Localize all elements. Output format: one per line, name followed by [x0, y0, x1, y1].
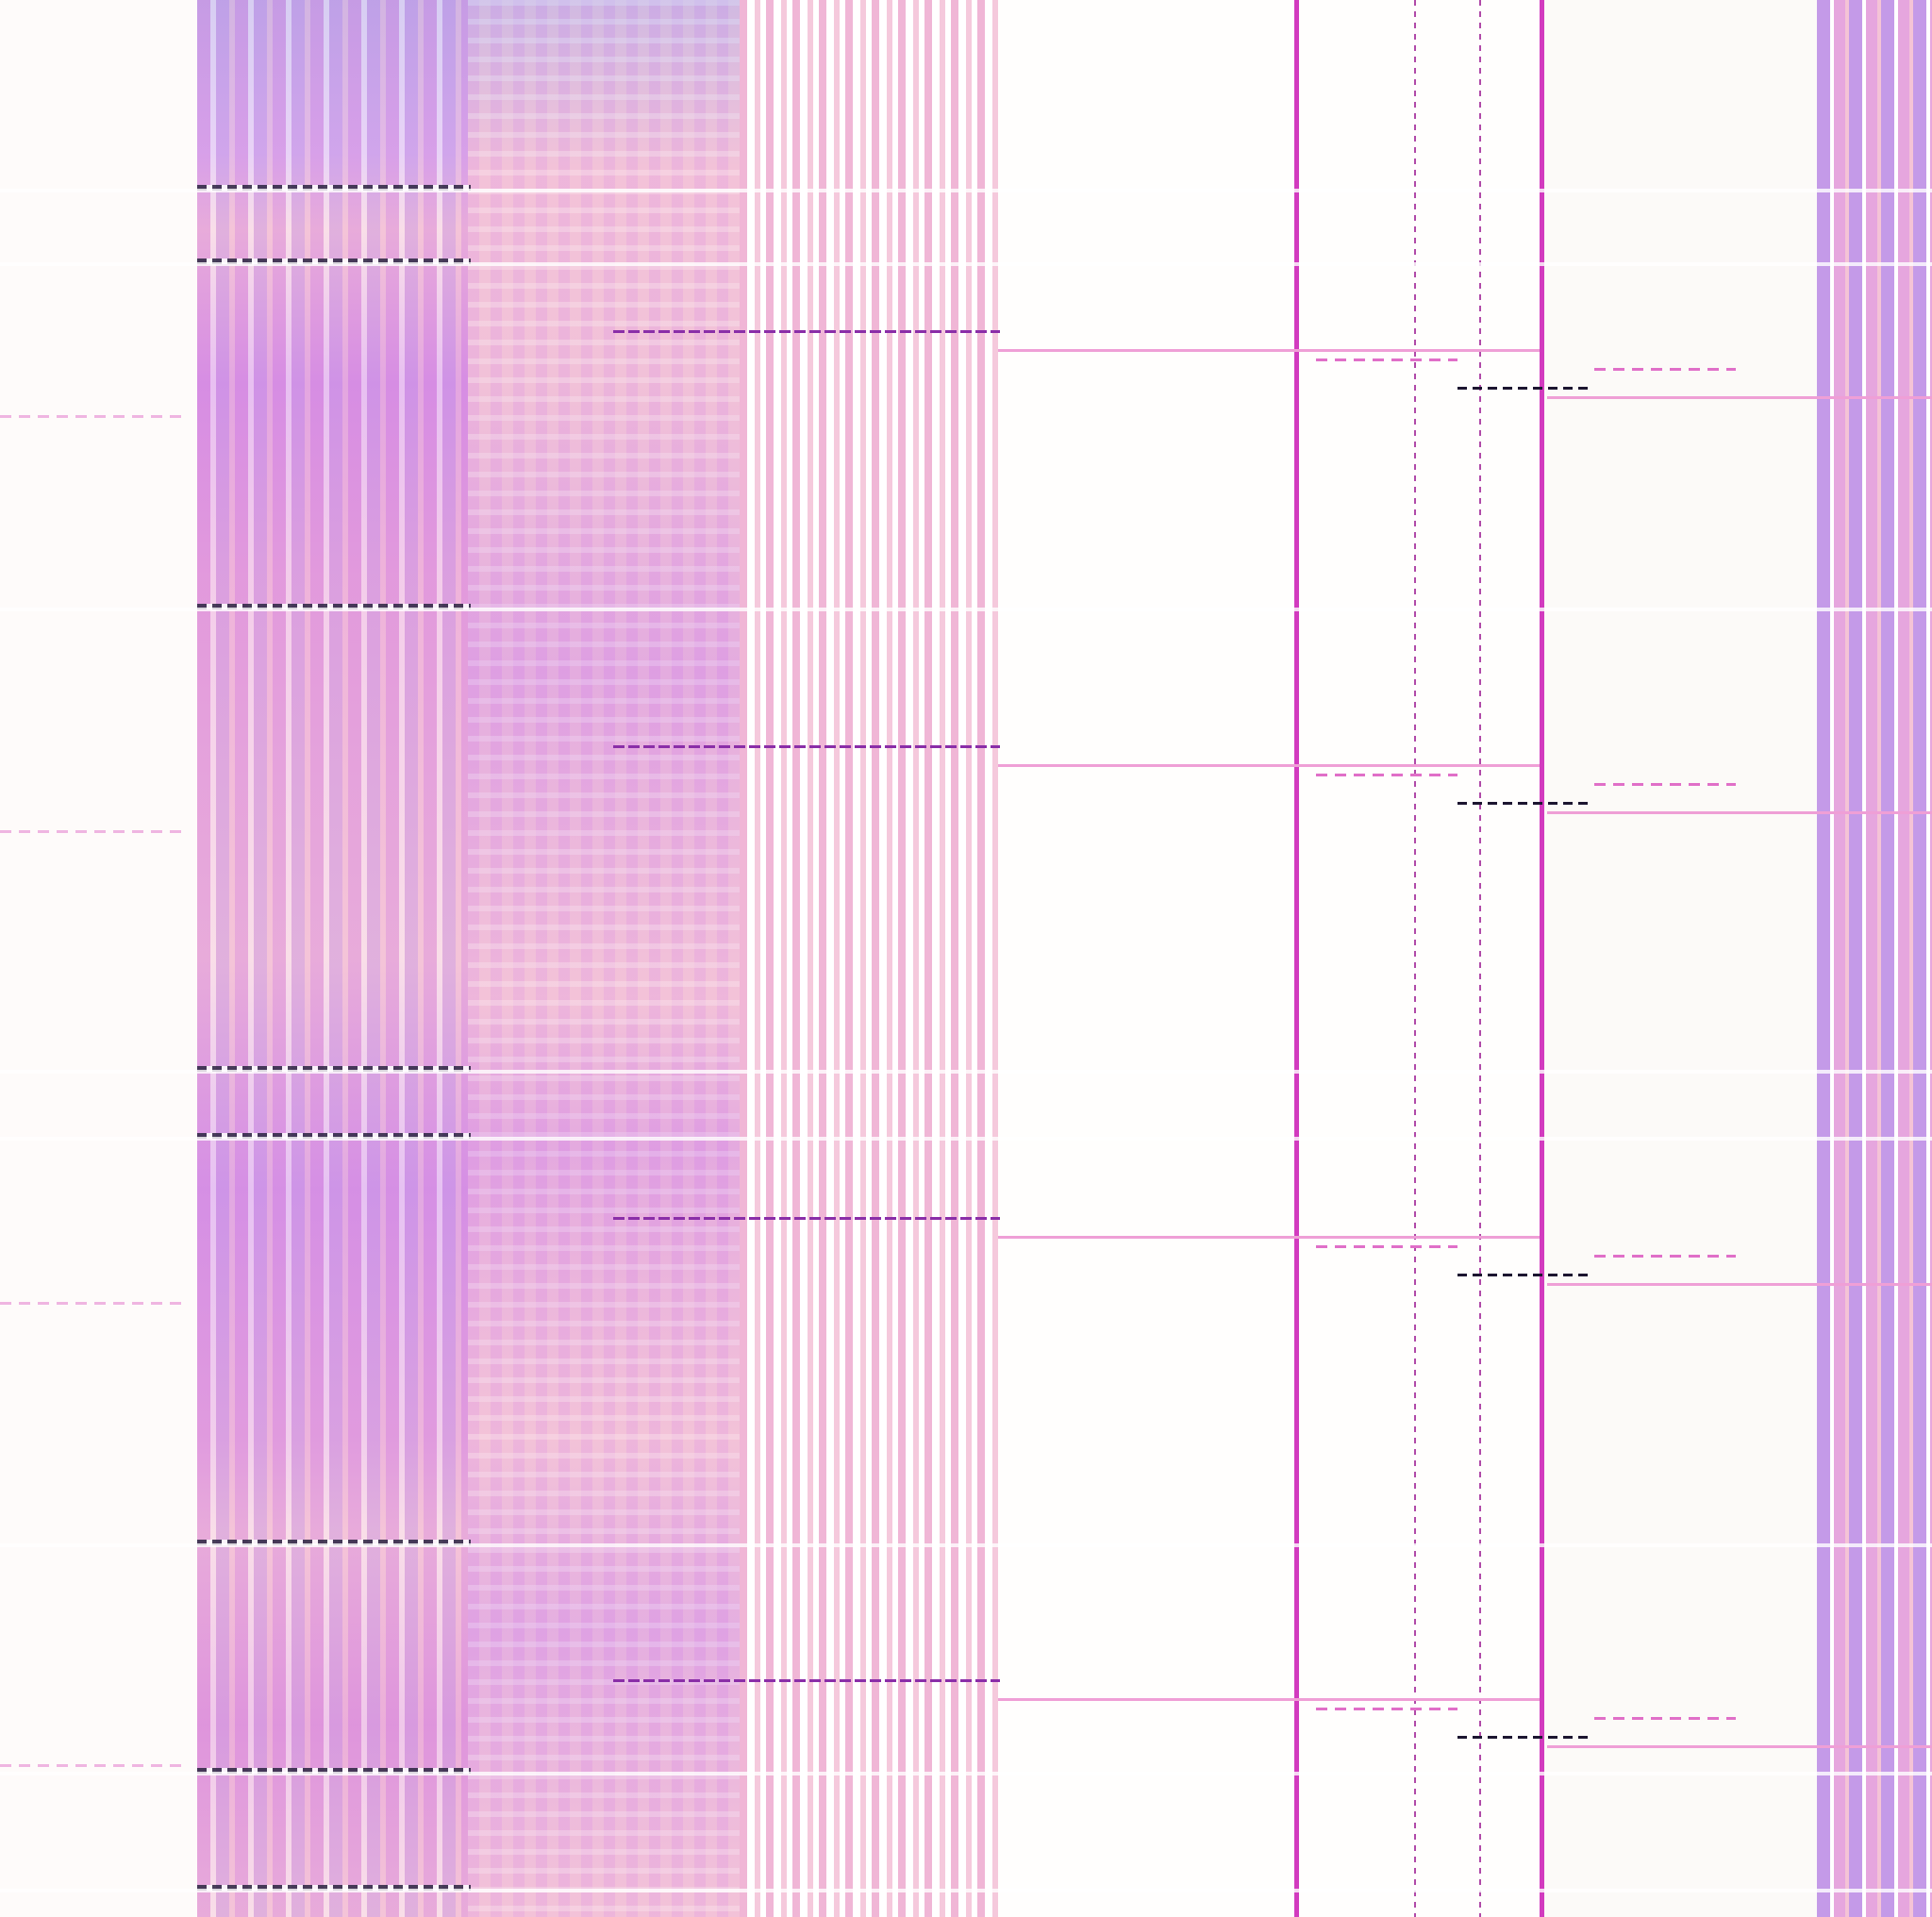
magenta-line-left [1294, 0, 1299, 1917]
dark-dash-band [197, 1885, 471, 1891]
dark-dash-band [197, 1066, 471, 1072]
pink-line [1547, 1745, 1932, 1748]
striped-column-light [740, 0, 998, 1917]
white-band [0, 1543, 1932, 1547]
white-band [0, 1772, 1932, 1775]
pink-line [998, 1698, 1540, 1701]
white-band [0, 1137, 1932, 1141]
purple-dash [613, 1679, 1000, 1682]
pink-line [1547, 811, 1932, 814]
magenta-dash [1594, 1717, 1736, 1720]
pink-line [1547, 1283, 1932, 1286]
blank-region [998, 0, 1540, 1917]
pink-line [998, 1236, 1540, 1239]
faint-dash [0, 1764, 189, 1767]
magenta-dash [1594, 783, 1736, 786]
dark-dash-band [197, 1540, 471, 1545]
magenta-dash [1316, 1245, 1457, 1248]
white-band [0, 189, 1932, 192]
striped-column-tint [197, 0, 468, 1917]
magenta-dash [1316, 358, 1457, 361]
striped-column-right [1817, 0, 1932, 1917]
black-dash [1457, 387, 1590, 390]
purple-dash [613, 1217, 1000, 1220]
faint-dash [0, 1302, 189, 1305]
dark-dash-band [197, 185, 471, 191]
purple-dash [613, 330, 1000, 333]
dashed-line-1 [1414, 0, 1416, 1917]
magenta-line-right [1540, 0, 1544, 1917]
black-dash [1457, 1274, 1590, 1276]
dark-dash-band [197, 1133, 471, 1139]
purple-dash [613, 745, 1000, 748]
dark-dash-band [197, 604, 471, 609]
dashed-line-2 [1479, 0, 1481, 1917]
white-band [0, 608, 1932, 611]
black-dash [1457, 802, 1590, 805]
magenta-dash [1594, 368, 1736, 371]
magenta-dash [1594, 1255, 1736, 1258]
magenta-dash [1316, 1708, 1457, 1710]
black-dash [1457, 1736, 1590, 1739]
pink-line [998, 764, 1540, 767]
faint-dash [0, 415, 189, 418]
white-band [0, 1070, 1932, 1074]
faint-dash [0, 830, 189, 833]
left-margin-region [0, 0, 197, 1917]
dark-dash-band [197, 258, 471, 264]
pink-line [998, 349, 1540, 352]
white-band [0, 262, 1932, 266]
pink-line [1547, 396, 1932, 399]
white-band [0, 1889, 1932, 1892]
offwhite-region [1540, 0, 1817, 1917]
dark-dash-band [197, 1768, 471, 1774]
grid-column-tint [468, 0, 740, 1917]
magenta-dash [1316, 774, 1457, 776]
